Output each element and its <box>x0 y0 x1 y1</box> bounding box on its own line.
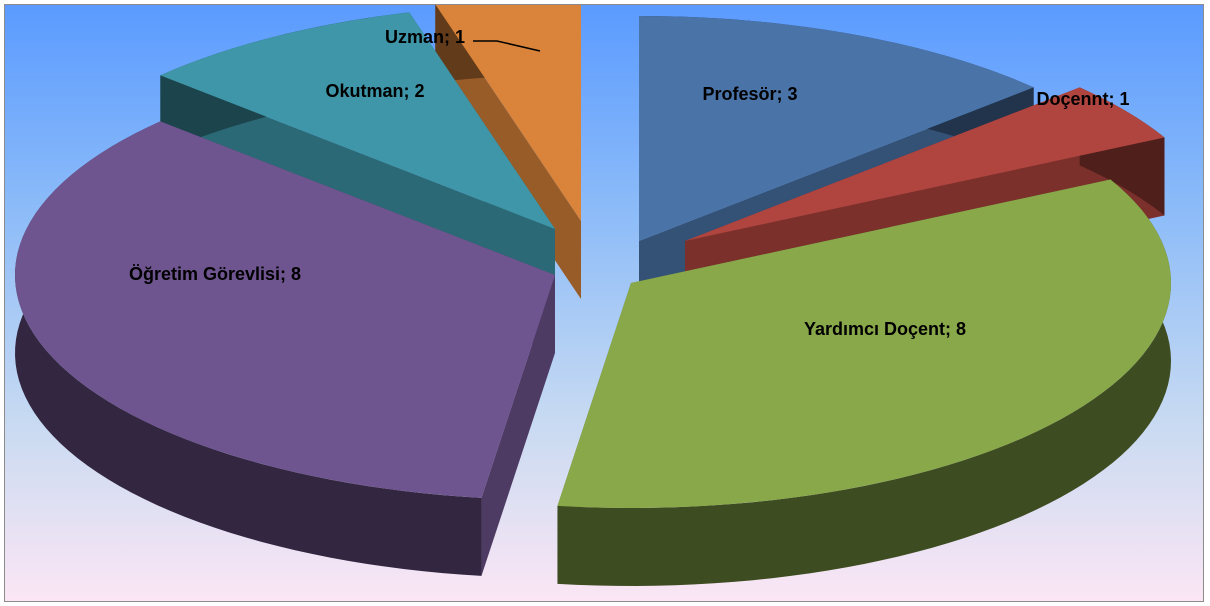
pie-slice-okutman <box>160 12 555 229</box>
pie-chart: Profesör; 3 Doçennt; 1 Yardımcı Doçent; 8 Ö… <box>4 4 1204 602</box>
pie-slice-profes-r <box>639 16 1034 241</box>
slice-label-profes-r: Profesör; 3 <box>702 84 797 104</box>
pie-slice-yard-mc-do-ent <box>557 179 1172 509</box>
slice-label--retim-g-revlisi: Öğretim Görevlisi; 8 <box>129 264 301 284</box>
slice-label-okutman: Okutman; 2 <box>325 81 424 101</box>
slice-label-yard-mc-do-ent: Yardımcı Doçent; 8 <box>804 319 966 339</box>
pie-slice-uzman <box>435 5 581 221</box>
slice-outer-wall-3 <box>15 121 482 576</box>
uzman-leader-line <box>473 40 541 52</box>
slice-labels: Profesör; 3 Doçennt; 1 Yardımcı Doçent; 8 Ö… <box>129 27 1130 339</box>
slice-label-do-ennt: Doçennt; 1 <box>1036 89 1129 109</box>
pie-slice--retim-g-revlisi <box>14 121 556 498</box>
pie-svg: Profesör; 3 Doçennt; 1 Yardımcı Doçent; 8 Ö… <box>14 5 1172 586</box>
slice-wall-3-0 <box>481 275 555 576</box>
pie-slice-do-ennt <box>685 87 1165 242</box>
slice-label-uzman: Uzman; 1 <box>385 27 465 47</box>
slice-tops <box>14 5 1172 509</box>
slice-outer-wall-2 <box>557 179 1171 586</box>
